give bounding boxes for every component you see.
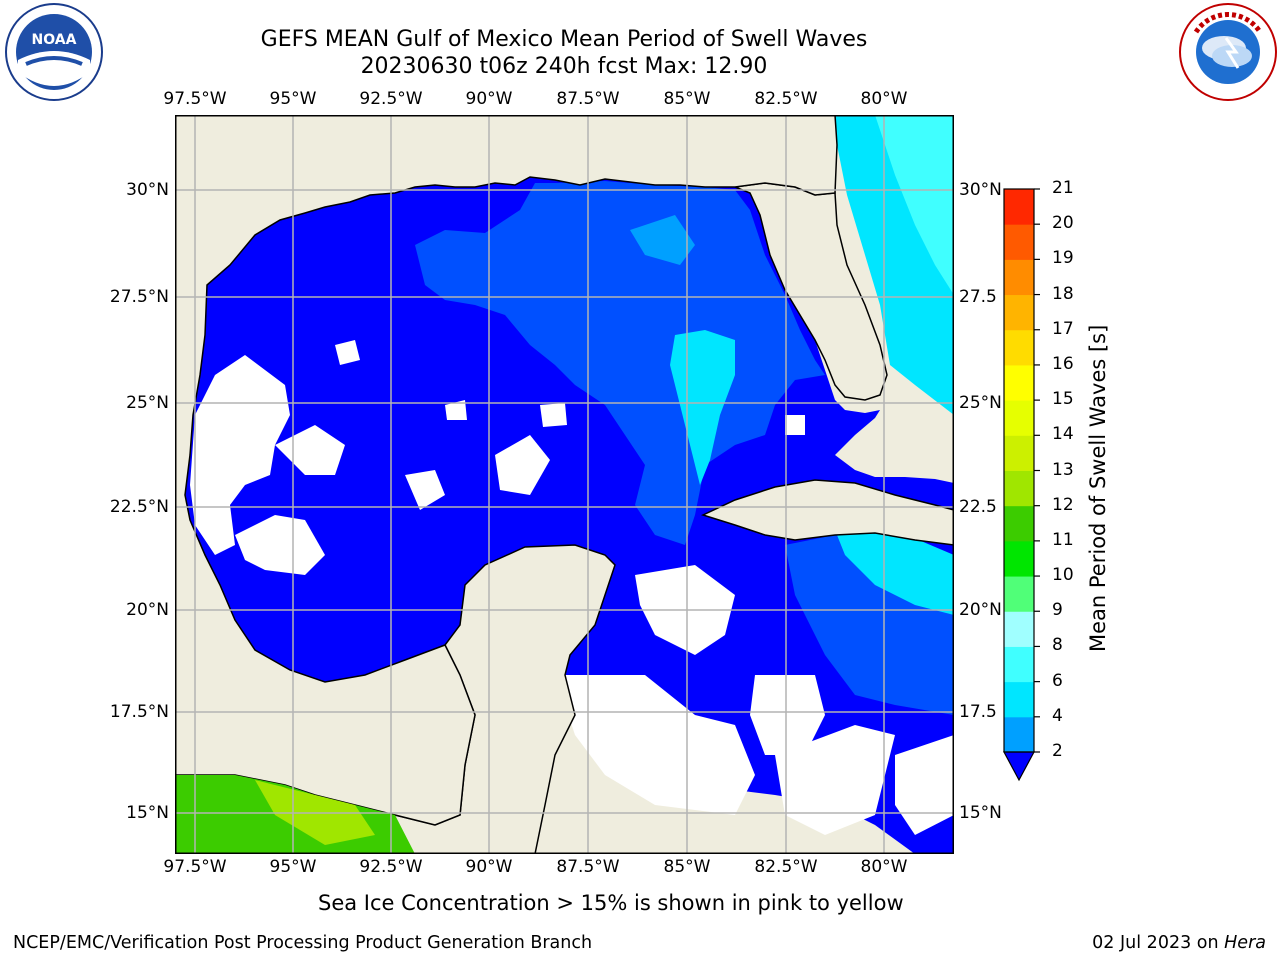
lat-label-left: 30°N bbox=[126, 180, 169, 200]
noaa-logo-text: NOAA bbox=[32, 32, 77, 48]
cuba bbox=[700, 479, 954, 546]
mexico-west bbox=[175, 115, 838, 826]
lon-label-top: 87.5°W bbox=[556, 89, 620, 109]
colorbar-segment bbox=[1004, 224, 1034, 260]
map-subtitle: 20230630 t06z 240h fcst Max: 12.90 bbox=[360, 54, 768, 79]
lat-label-right: 17.5 bbox=[959, 702, 997, 722]
colorbar-segment bbox=[1004, 259, 1034, 296]
gulf-of-mexico-map bbox=[175, 115, 954, 854]
colorbar-segment bbox=[1004, 681, 1034, 718]
colorbar-tick-label: 10 bbox=[1052, 565, 1074, 586]
lat-label-left: 17.5°N bbox=[109, 702, 169, 722]
cyan-water-1 bbox=[630, 215, 695, 265]
lat-label-right: 22.5 bbox=[959, 497, 997, 517]
lat-label-left: 15°N bbox=[126, 803, 169, 823]
lon-label-top: 85°W bbox=[663, 89, 711, 109]
colorbar-segment bbox=[1004, 470, 1034, 507]
colorbar-extend-min bbox=[1004, 752, 1034, 780]
caribbean-cyan bbox=[835, 530, 954, 615]
lat-label-right: 27.5 bbox=[959, 287, 997, 307]
lon-label-top: 80°W bbox=[860, 89, 908, 109]
colorbar-tick-label: 13 bbox=[1052, 459, 1074, 480]
noaa-logo-icon: NOAA bbox=[5, 3, 103, 101]
colorbar-segment bbox=[1004, 540, 1034, 577]
map-title: GEFS MEAN Gulf of Mexico Mean Period of … bbox=[260, 27, 868, 52]
lon-label-top: 90°W bbox=[465, 89, 513, 109]
lon-label-bottom: 97.5°W bbox=[163, 857, 227, 877]
colorbar-tick-label: 14 bbox=[1052, 424, 1074, 445]
colorbar-label: Mean Period of Swell Waves [s] bbox=[1086, 324, 1110, 652]
colorbar-segment bbox=[1004, 189, 1034, 225]
colorbar-segment bbox=[1004, 505, 1034, 542]
colorbar-segment bbox=[1004, 716, 1034, 753]
colorbar-tick-label: 6 bbox=[1052, 670, 1063, 691]
atlantic-light bbox=[875, 115, 954, 295]
colorbar-segment bbox=[1004, 400, 1034, 436]
colorbar-tick-label: 12 bbox=[1052, 494, 1074, 515]
lon-label-top: 92.5°W bbox=[359, 89, 423, 109]
colorbar-segment bbox=[1004, 576, 1034, 612]
colorbar-segment bbox=[1004, 294, 1034, 331]
lat-label-right: 25°N bbox=[959, 393, 1002, 413]
colorbar-tick-label: 8 bbox=[1052, 635, 1063, 656]
lon-label-bottom: 92.5°W bbox=[359, 857, 423, 877]
colorbar-tick-label: 20 bbox=[1052, 213, 1074, 234]
graticule bbox=[175, 115, 954, 854]
colorbar-segments bbox=[1004, 189, 1034, 753]
lon-label-bottom: 82.5°W bbox=[754, 857, 818, 877]
lon-label-top: 95°W bbox=[269, 89, 317, 109]
lat-label-left: 25°N bbox=[126, 393, 169, 413]
colorbar bbox=[1002, 188, 1040, 782]
footer-date: 02 Jul 2023 on Hera bbox=[1092, 933, 1266, 953]
lat-label-left: 27.5°N bbox=[109, 287, 169, 307]
lat-label-right: 20°N bbox=[959, 600, 1002, 620]
lat-label-left: 20°N bbox=[126, 600, 169, 620]
colorbar-segment bbox=[1004, 329, 1034, 366]
colorbar-tick-label: 4 bbox=[1052, 705, 1063, 726]
colorbar-tick-label: 9 bbox=[1052, 600, 1063, 621]
lon-label-bottom: 87.5°W bbox=[556, 857, 620, 877]
colorbar-segment bbox=[1004, 364, 1034, 401]
colorbar-ticks bbox=[1034, 188, 1040, 753]
colorbar-tick-label: 11 bbox=[1052, 529, 1074, 550]
footer-org: NCEP/EMC/Verification Post Processing Pr… bbox=[13, 933, 593, 953]
lon-label-bottom: 80°W bbox=[860, 857, 908, 877]
lat-label-left: 22.5°N bbox=[109, 497, 169, 517]
lon-label-bottom: 90°W bbox=[465, 857, 513, 877]
lon-label-bottom: 85°W bbox=[663, 857, 711, 877]
footer-date-text: 02 Jul 2023 on bbox=[1092, 933, 1225, 953]
lat-label-right: 15°N bbox=[959, 803, 1002, 823]
colorbar-tick-label: 19 bbox=[1052, 248, 1074, 269]
shelf-water bbox=[415, 181, 825, 545]
colorbar-tick-label: 16 bbox=[1052, 353, 1074, 374]
colorbar-tick-label: 15 bbox=[1052, 389, 1074, 410]
colorbar-tick-labels: 2 4 6 8 9 10 11 12 13 14 15 16 17 18 19 20 21 bbox=[1052, 0, 1112, 960]
footer-machine: Hera bbox=[1224, 933, 1266, 953]
colorbar-tick-label: 18 bbox=[1052, 283, 1074, 304]
lat-label-right: 30°N bbox=[959, 180, 1002, 200]
lon-label-top: 97.5°W bbox=[163, 89, 227, 109]
lon-label-bottom: 95°W bbox=[269, 857, 317, 877]
colorbar-tick-label: 2 bbox=[1052, 741, 1063, 761]
sea-ice-note: Sea Ice Concentration > 15% is shown in … bbox=[318, 891, 904, 915]
lon-label-top: 82.5°W bbox=[754, 89, 818, 109]
colorbar-segment bbox=[1004, 435, 1034, 471]
nws-logo-icon bbox=[1179, 3, 1277, 101]
colorbar-tick-label: 17 bbox=[1052, 318, 1074, 339]
colorbar-segment bbox=[1004, 611, 1034, 647]
map-frame bbox=[175, 115, 954, 854]
colorbar-tick-label: 21 bbox=[1052, 178, 1074, 198]
colorbar-segment bbox=[1004, 646, 1034, 683]
masked-patches bbox=[190, 340, 954, 835]
